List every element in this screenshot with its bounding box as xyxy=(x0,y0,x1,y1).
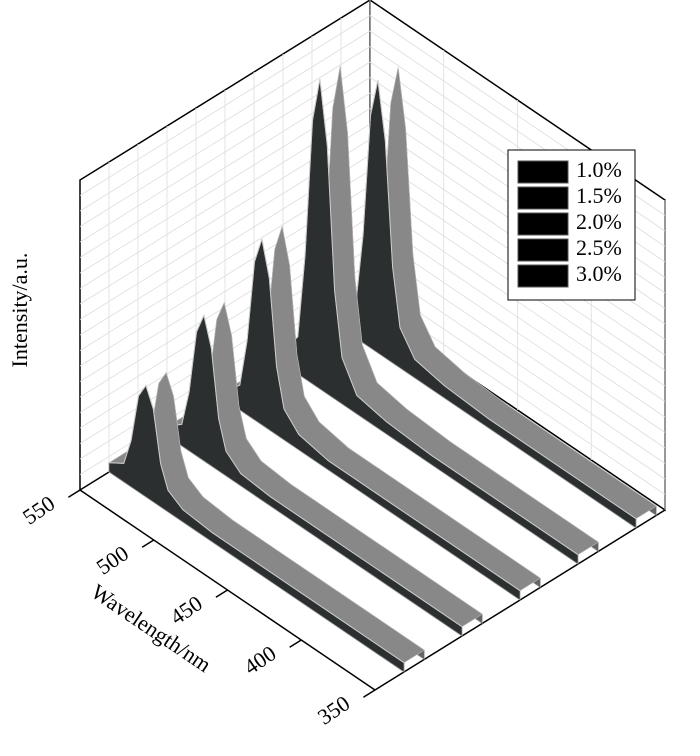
x-tick-label: 500 xyxy=(92,540,133,579)
legend-label: 1.5% xyxy=(576,183,622,208)
x-tick-label: 450 xyxy=(165,590,206,629)
x-tick-label: 400 xyxy=(239,640,280,679)
ribbon xyxy=(224,226,541,601)
legend-label: 1.0% xyxy=(576,157,622,182)
spectrum-line xyxy=(340,80,637,520)
x-tick xyxy=(68,489,81,498)
legend-swatch xyxy=(517,186,569,210)
z-axis-label: Intensity/a.u. xyxy=(7,253,32,368)
legend-swatch xyxy=(517,160,569,184)
ribbon xyxy=(282,66,599,565)
x-tick xyxy=(363,689,376,698)
x-axis-label: Wavelength/nm xyxy=(87,579,216,677)
legend-swatch xyxy=(517,212,569,236)
spectrum-line xyxy=(224,238,521,592)
spectrum-line xyxy=(166,313,463,628)
legend-label: 2.5% xyxy=(576,235,622,260)
x-tick-label: 550 xyxy=(18,490,59,529)
ribbon xyxy=(108,372,425,673)
legend: 1.0%1.5%2.0%2.5%3.0% xyxy=(507,149,636,301)
legend-label: 3.0% xyxy=(576,261,622,286)
x-tick xyxy=(289,639,302,648)
x-axis xyxy=(79,489,376,691)
spectrum-line xyxy=(108,384,405,664)
legend-label: 2.0% xyxy=(576,209,622,234)
spectrum-line xyxy=(282,78,579,556)
legend-swatch xyxy=(517,238,569,262)
x-tick xyxy=(215,589,228,598)
legend-swatch xyxy=(517,264,569,288)
x-tick-label: 350 xyxy=(313,690,354,729)
x-tick xyxy=(141,539,155,548)
